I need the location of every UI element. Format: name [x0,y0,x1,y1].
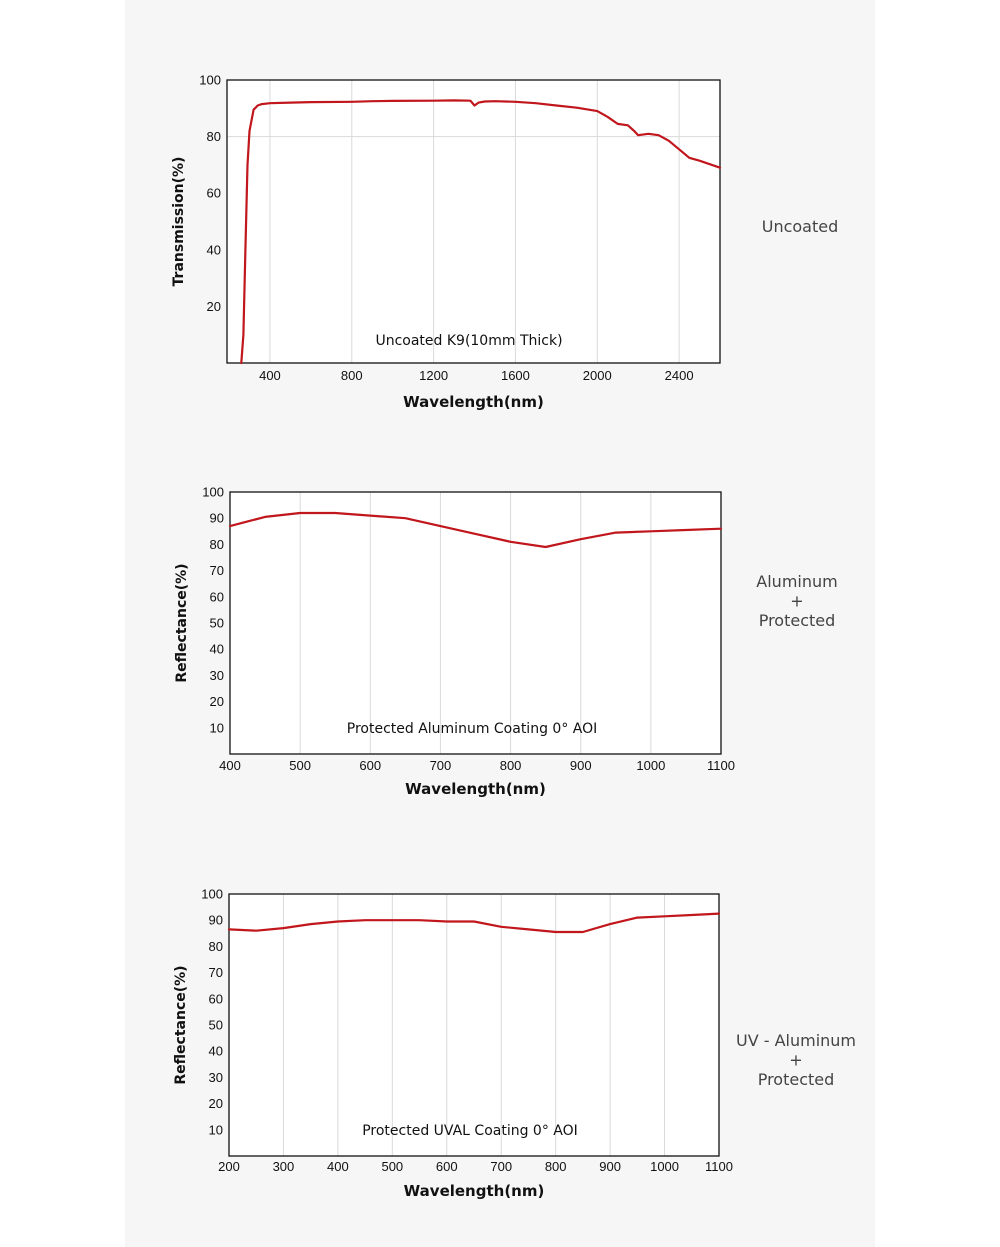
y-tick-label: 60 [209,991,223,1006]
y-tick-label: 90 [210,511,224,526]
x-tick-label: 1100 [705,1159,733,1174]
coating-label-line: Protected [758,1070,835,1089]
x-tick-label: 1000 [650,1159,679,1174]
x-tick-label: 1100 [707,758,735,773]
x-tick-label: 800 [545,1159,567,1174]
coating-label-line: Uncoated [762,217,839,236]
y-tick-label: 80 [210,537,224,552]
series-line [228,511,723,549]
y-tick-label: 40 [210,642,224,657]
y-axis-label: Reflectance(%) [173,965,189,1084]
x-tick-label: 400 [219,758,241,773]
chart-annotation: Uncoated K9(10mm Thick) [375,333,562,349]
x-tick-label: 500 [289,758,311,773]
plot-frame [226,79,721,364]
x-tick-label: 1600 [501,368,530,383]
y-tick-label: 40 [207,242,221,257]
y-tick-label: 60 [210,589,224,604]
coating-label-line: + [789,1051,802,1070]
plot-frame [229,491,722,755]
x-tick-label: 600 [359,758,381,773]
x-tick-label: 900 [599,1159,621,1174]
chart-3: 10 20 30 40 50 60 70 80 90 100 200 300 400 500 600 700 8… [173,887,856,1201]
coating-label-line: Aluminum [756,572,837,591]
y-tick-label: 70 [209,965,223,980]
y-tick-label: 50 [209,1018,223,1033]
x-tick-label: 800 [500,758,522,773]
y-tick-label: 20 [209,1096,223,1111]
x-tick-label: 400 [259,368,281,383]
chart-annotation: Protected UVAL Coating 0° AOI [362,1123,578,1139]
x-tick-label: 800 [341,368,363,383]
plot-frame [228,893,720,1157]
y-tick-label: 10 [209,1122,223,1137]
y-tick-label: 80 [209,939,223,954]
y-axis-label: Transmission(%) [171,157,187,287]
chart-1: 20 40 60 80 100 400 800 1200 1600 2000 2400 Wavelen… [171,73,838,412]
y-tick-label: 80 [207,129,221,144]
y-tick-label: 20 [210,694,224,709]
x-tick-label: 500 [381,1159,403,1174]
x-tick-label: 600 [436,1159,458,1174]
x-tick-label: 400 [327,1159,349,1174]
x-tick-label: 1000 [636,758,665,773]
y-tick-label: 20 [207,299,221,314]
x-axis-label: Wavelength(nm) [405,780,546,798]
chart-annotation: Protected Aluminum Coating 0° AOI [347,721,598,737]
coating-label-line: + [790,592,803,611]
y-tick-label: 100 [202,485,224,500]
plot-area [227,80,720,363]
x-tick-label: 900 [570,758,592,773]
plot-area [230,492,721,754]
y-tick-label: 100 [199,73,221,88]
y-tick-label: 30 [210,668,224,683]
x-tick-label: 1200 [419,368,448,383]
x-tick-label: 200 [218,1159,240,1174]
y-tick-label: 50 [210,616,224,631]
y-tick-label: 60 [207,186,221,201]
x-tick-label: 300 [273,1159,295,1174]
x-tick-label: 2400 [665,368,694,383]
y-tick-label: 30 [209,1070,223,1085]
y-axis-label: Reflectance(%) [174,563,190,682]
coating-label-line: UV - Aluminum [736,1031,856,1050]
series-line [227,912,721,934]
x-tick-label: 700 [430,758,452,773]
x-tick-label: 2000 [583,368,612,383]
x-axis-label: Wavelength(nm) [404,1182,545,1200]
plot-area [229,894,719,1156]
y-tick-label: 70 [210,563,224,578]
x-axis-label: Wavelength(nm) [403,393,544,411]
y-tick-label: 10 [210,720,224,735]
coating-label-line: Protected [759,611,836,630]
y-tick-label: 100 [201,887,223,902]
y-tick-label: 40 [209,1044,223,1059]
y-tick-label: 90 [209,913,223,928]
series-line [240,99,722,365]
chart-2: 10 20 30 40 50 60 70 80 90 100 400 500 600 700 800 900 1… [174,485,838,799]
x-tick-label: 700 [490,1159,512,1174]
